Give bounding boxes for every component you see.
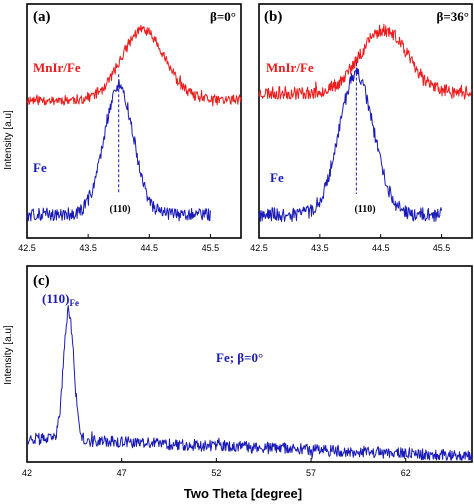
- panel-b-series-mnir-fe: [258, 23, 473, 100]
- panel-b-peak-label: (110): [354, 204, 375, 215]
- panel-b-letter: (b): [264, 9, 282, 25]
- panel-c-peak-label: (110)Fe: [42, 291, 79, 308]
- x-axis-title: Two Theta [degree]: [184, 486, 302, 501]
- panel-c-peak-label-sub: Fe: [69, 298, 79, 308]
- panel-c-letter: (c): [33, 273, 50, 289]
- panel-b-frame: [258, 3, 473, 239]
- panel-c-x-tick-label-4: 62: [401, 468, 411, 478]
- panel-c-frame: [26, 265, 473, 463]
- panel-b-beta: β=36°: [437, 9, 469, 24]
- panel-c: 42 47 52 57 62 (c) Fe; β=0° (110)Fe: [22, 265, 473, 478]
- panel-c-x-tick-label-1: 47: [117, 468, 127, 478]
- panel-c-series-fe: [26, 305, 473, 461]
- panel-b-series-fe: [258, 67, 443, 223]
- panel-b-x-tick-label-1: 43.5: [311, 243, 329, 253]
- panel-a-series-label-mnir: MnIr/Fe: [33, 60, 81, 75]
- panel-b-x-tick-label-2: 44.5: [372, 243, 390, 253]
- panel-a-beta: β=0°: [210, 9, 236, 24]
- panel-b: 42.5 43.5 44.5 45.5 (b) β=36° MnIr/Fe Fe (1…: [250, 3, 473, 253]
- panel-a-plot-area: 42.5 43.5 44.5 45.5: [18, 24, 242, 253]
- panel-b-series-label-mnir: MnIr/Fe: [266, 60, 314, 75]
- panel-c-peak-label-main: (110): [42, 291, 69, 306]
- panel-a-x-tick-label-2: 44.5: [141, 243, 159, 253]
- y-axis-title-top: Intensity [a.u]: [3, 110, 14, 170]
- panel-c-x-tick-label-3: 57: [306, 468, 316, 478]
- panel-a-peak-label: (110): [109, 204, 130, 215]
- y-axis-title-bottom: Intensity [a.u]: [3, 325, 14, 385]
- panel-a-series-label-fe: Fe: [33, 160, 47, 175]
- panel-b-x-tick-label-0: 42.5: [250, 243, 268, 253]
- panel-b-x-tick-label-3: 45.5: [433, 243, 451, 253]
- panel-c-x-tick-label-0: 42: [22, 468, 32, 478]
- panel-a-frame: [26, 3, 242, 239]
- panel-c-x-tick-label-2: 52: [211, 468, 221, 478]
- panel-a: 42.5 43.5 44.5 45.5 (a) β=0° MnIr/Fe Fe (11…: [18, 3, 242, 253]
- panel-c-plot-area: 42 47 52 57 62: [22, 305, 473, 478]
- panel-a-x-tick-label-1: 43.5: [79, 243, 97, 253]
- panel-b-plot-area: 42.5 43.5 44.5 45.5: [250, 23, 473, 253]
- panel-a-x-tick-label-3: 45.5: [202, 243, 220, 253]
- panel-a-letter: (a): [33, 9, 51, 25]
- panel-a-series-mnir-fe: [26, 24, 242, 107]
- panel-c-note: Fe; β=0°: [216, 350, 263, 365]
- panel-b-series-label-fe: Fe: [270, 170, 284, 185]
- panel-a-x-tick-label-0: 42.5: [18, 243, 36, 253]
